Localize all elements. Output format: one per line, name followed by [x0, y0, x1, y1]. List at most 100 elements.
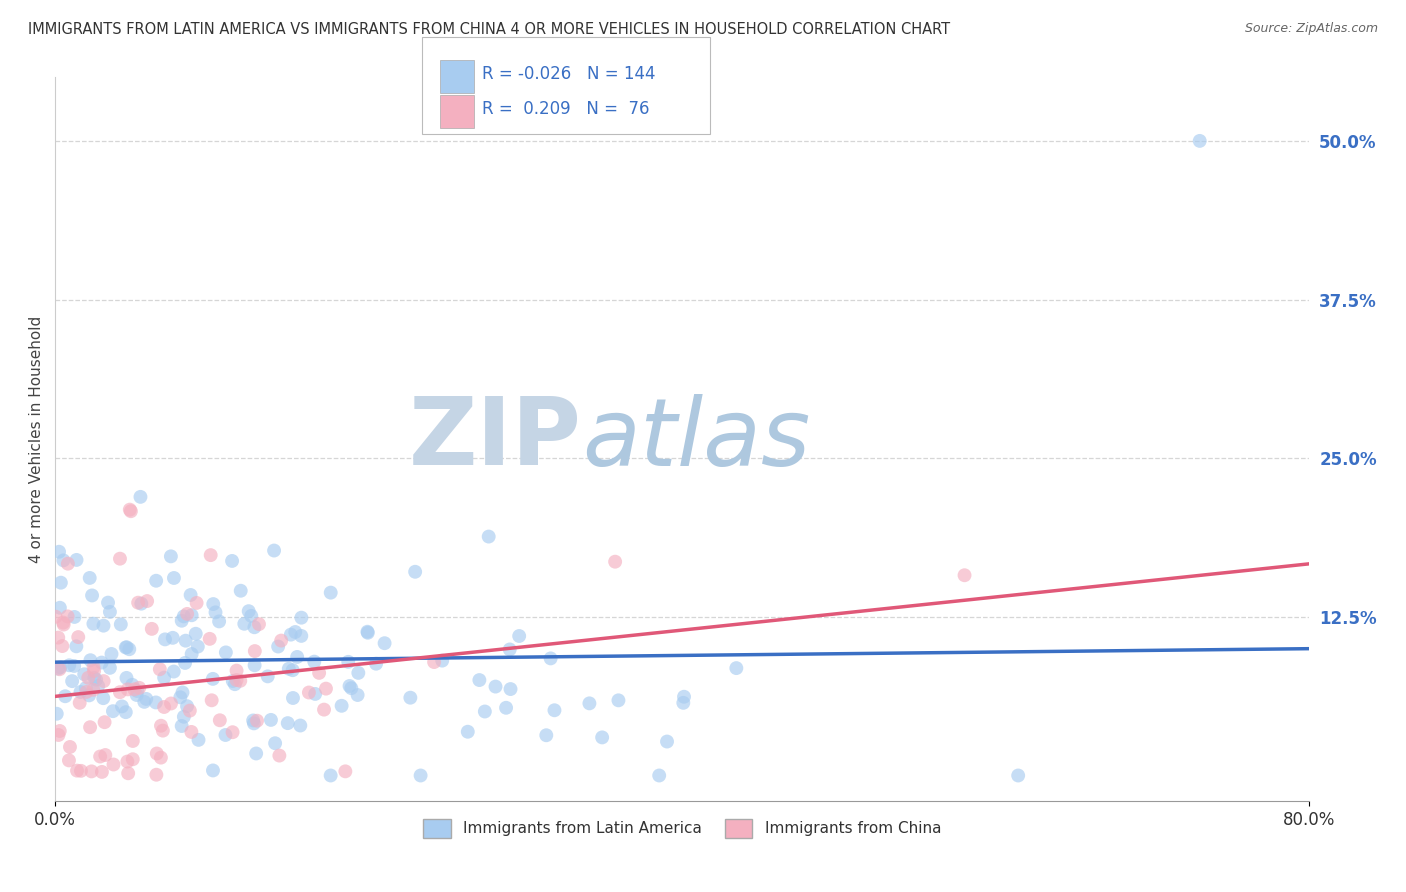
Point: [121, 752, 143, 766]
Point: [263, 543, 285, 558]
Point: [149, 662, 172, 676]
Point: [58, 658, 80, 673]
Point: [150, 719, 173, 733]
Point: [672, 696, 695, 710]
Point: [404, 565, 426, 579]
Point: [84, 673, 107, 687]
Point: [52, 615, 75, 630]
Point: [399, 690, 422, 705]
Point: [135, 692, 157, 706]
Point: [495, 700, 517, 714]
Point: [201, 693, 224, 707]
Point: [298, 685, 321, 699]
Point: [59, 739, 82, 754]
Point: [160, 697, 183, 711]
Point: [108, 551, 131, 566]
Point: [111, 699, 134, 714]
Point: [70, 764, 93, 778]
Point: [48, 728, 70, 742]
Point: [163, 571, 186, 585]
Point: [58, 753, 80, 767]
Text: R =  0.209   N =  76: R = 0.209 N = 76: [482, 100, 650, 119]
Point: [98, 605, 121, 619]
Point: [127, 684, 149, 698]
Point: [204, 605, 226, 619]
Text: R = -0.026   N = 144: R = -0.026 N = 144: [482, 65, 655, 83]
Point: [607, 693, 630, 707]
Point: [605, 555, 627, 569]
Point: [673, 690, 696, 704]
Point: [153, 671, 176, 685]
Point: [48, 662, 70, 676]
Point: [201, 764, 224, 778]
Point: [508, 629, 530, 643]
Point: [319, 768, 342, 782]
Point: [176, 607, 198, 621]
Point: [153, 700, 176, 714]
Point: [308, 665, 330, 680]
Point: [208, 713, 231, 727]
Point: [184, 626, 207, 640]
Point: [1007, 768, 1029, 782]
Point: [347, 665, 370, 680]
Point: [118, 502, 141, 516]
Text: IMMIGRANTS FROM LATIN AMERICA VS IMMIGRANTS FROM CHINA 4 OR MORE VEHICLES IN HOU: IMMIGRANTS FROM LATIN AMERICA VS IMMIGRA…: [28, 22, 950, 37]
Point: [115, 640, 138, 655]
Point: [285, 649, 308, 664]
Point: [83, 660, 105, 674]
Point: [468, 673, 491, 687]
Point: [578, 697, 600, 711]
Point: [75, 685, 97, 699]
Point: [93, 674, 115, 689]
Point: [180, 725, 202, 739]
Point: [315, 681, 337, 696]
Point: [117, 682, 139, 697]
Point: [80, 589, 103, 603]
Point: [225, 673, 247, 687]
Point: [69, 696, 91, 710]
Point: [77, 671, 100, 685]
Point: [172, 685, 194, 699]
Point: [65, 553, 87, 567]
Point: [117, 766, 139, 780]
Point: [484, 680, 506, 694]
Point: [457, 724, 479, 739]
Point: [187, 640, 209, 654]
Point: [1188, 134, 1211, 148]
Point: [114, 640, 136, 655]
Point: [87, 679, 110, 693]
Point: [346, 688, 368, 702]
Point: [198, 632, 221, 646]
Point: [335, 764, 357, 779]
Point: [170, 719, 193, 733]
Point: [45, 706, 67, 721]
Point: [163, 665, 186, 679]
Point: [127, 596, 149, 610]
Point: [423, 655, 446, 669]
Point: [284, 625, 307, 640]
Point: [128, 681, 150, 695]
Point: [146, 747, 169, 761]
Point: [145, 768, 167, 782]
Point: [330, 698, 353, 713]
Point: [75, 681, 97, 695]
Point: [543, 703, 565, 717]
Point: [115, 671, 138, 685]
Point: [337, 655, 360, 669]
Point: [145, 695, 167, 709]
Point: [82, 682, 104, 697]
Point: [432, 654, 454, 668]
Point: [243, 658, 266, 673]
Point: [208, 615, 231, 629]
Point: [499, 681, 522, 696]
Point: [49, 723, 72, 738]
Point: [45, 609, 67, 624]
Point: [176, 699, 198, 714]
Point: [77, 689, 100, 703]
Point: [66, 764, 89, 778]
Point: [180, 608, 202, 623]
Point: [280, 627, 302, 641]
Point: [73, 667, 96, 681]
Point: [247, 617, 270, 632]
Point: [243, 644, 266, 658]
